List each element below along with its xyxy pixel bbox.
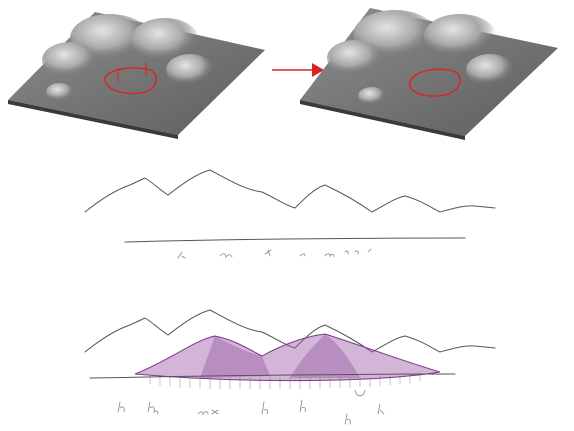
mountain-sketch [84, 169, 496, 259]
added-volume [134, 333, 441, 382]
hill [424, 14, 496, 58]
selection-outline [104, 67, 157, 95]
terrain-edge [8, 100, 178, 139]
hill [46, 83, 74, 101]
hill [358, 87, 386, 105]
hill [466, 54, 514, 86]
scribble [354, 389, 366, 397]
selection-outline [409, 68, 461, 97]
terrain-edge [300, 100, 465, 140]
arrow [272, 63, 324, 77]
hill [166, 54, 214, 86]
hatching [149, 375, 421, 389]
mountain-sketch-modified [84, 309, 496, 425]
terrain-before [8, 12, 265, 139]
hill [327, 40, 383, 76]
added-volume-shade [200, 334, 360, 378]
hill [42, 42, 98, 78]
hill [131, 18, 199, 62]
terrain-after [300, 8, 558, 140]
